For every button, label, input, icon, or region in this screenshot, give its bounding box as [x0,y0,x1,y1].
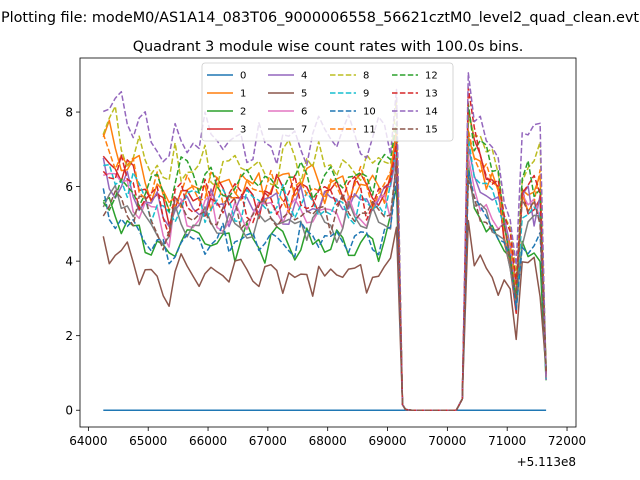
x-tick-label: 66000 [189,434,227,448]
y-tick-label: 4 [65,255,73,269]
y-tick-label: 6 [65,180,73,194]
x-tick-label: 64000 [69,434,107,448]
legend-label: 6 [301,107,307,118]
x-tick-label: 67000 [249,434,287,448]
x-tick-label: 71000 [488,434,526,448]
legend-label: 15 [425,125,438,136]
x-tick-label: 68000 [309,434,347,448]
x-axis: 64000 65000 66000 67000 68000 69000 70000 71000… [69,427,586,448]
series-layer [102,72,547,411]
legend-label: 4 [301,71,307,82]
series-line-2 [102,164,547,411]
legend-label: 9 [363,89,369,100]
x-offset-label: +5.113e8 [517,455,576,469]
x-tick-label: 65000 [129,434,167,448]
legend-label: 7 [301,125,307,136]
legend-label: 3 [240,125,246,136]
x-tick-label: 72000 [548,434,586,448]
legend-label: 0 [240,71,246,82]
y-axis: 0 2 4 6 8 [65,106,80,418]
legend-label: 10 [363,107,376,118]
chart-title: Quadrant 3 module wise count rates with … [133,39,524,55]
series-line-5 [102,219,547,411]
legend-label: 8 [363,71,369,82]
legend-label: 11 [363,125,376,136]
legend-label: 14 [425,107,438,118]
series-line-15 [102,161,547,411]
figure-suptitle: Plotting file: modeM0/AS1A14_083T06_9000… [1,10,639,26]
legend-label: 5 [301,89,307,100]
y-tick-label: 0 [65,404,73,418]
x-tick-label: 70000 [428,434,466,448]
legend-label: 2 [240,107,246,118]
series-line-10 [102,170,547,411]
legend-frame [201,62,454,142]
x-tick-label: 69000 [368,434,406,448]
legend-label: 13 [425,89,438,100]
series-line-9 [103,136,547,411]
y-tick-label: 8 [65,106,73,120]
y-tick-label: 2 [65,329,73,343]
legend-label: 1 [240,89,246,100]
legend-label: 12 [425,71,438,82]
